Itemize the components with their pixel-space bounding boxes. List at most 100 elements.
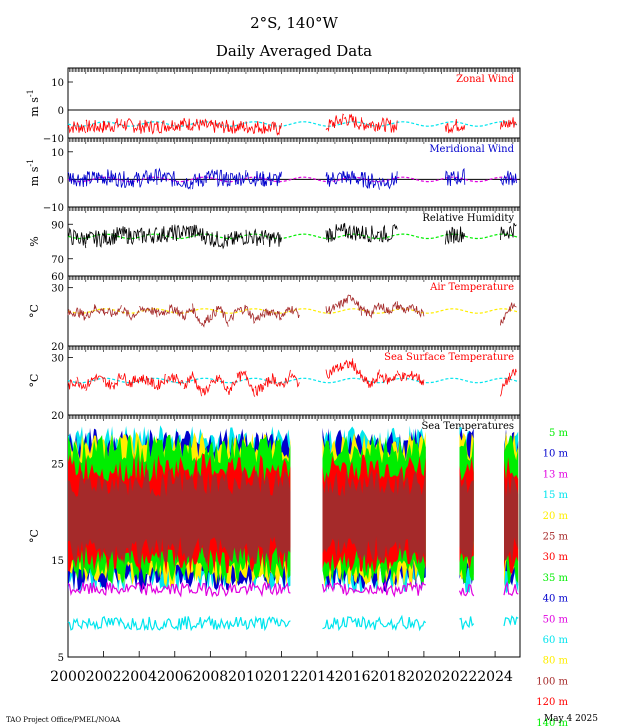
y-tick-label: 90 bbox=[51, 220, 64, 231]
y-axis-label-sup: -1 bbox=[26, 89, 35, 97]
legend-item-depth: 25 m bbox=[543, 532, 569, 543]
month-ticks bbox=[67, 346, 520, 352]
panel-air-temperature: 30 20 °C Air Temperature bbox=[28, 275, 521, 353]
y-tick-label: 25 bbox=[51, 459, 64, 470]
legend-item-depth: 10 m bbox=[543, 449, 569, 460]
x-tick-label: 2008 bbox=[193, 669, 229, 685]
date-text: May 4 2025 bbox=[544, 714, 598, 724]
panel-meridional-wind: 10 0 −10 m s-1 Meridional Wind bbox=[26, 137, 521, 214]
legend-item-depth: 20 m bbox=[543, 511, 569, 522]
y-axis-label: m s-1 bbox=[26, 89, 41, 116]
y-tick-label: 10 bbox=[51, 148, 64, 159]
temperature-band bbox=[68, 468, 291, 565]
y-tick-label: 0 bbox=[58, 106, 64, 117]
x-tick-label: 2002 bbox=[86, 669, 122, 685]
deep-temperature-line bbox=[67, 615, 291, 632]
legend-item-depth: 50 m bbox=[543, 614, 569, 625]
deep-temperature-line bbox=[503, 580, 519, 597]
y-axis-label: m s-1 bbox=[26, 159, 41, 186]
legend-item-depth: 80 m bbox=[543, 656, 569, 667]
panel-title: Relative Humidity bbox=[422, 213, 514, 224]
x-tick-label: 2020 bbox=[406, 669, 442, 685]
legend-item-depth: 100 m bbox=[536, 676, 568, 687]
y-tick-label: 30 bbox=[51, 354, 64, 365]
x-tick-label: 2024 bbox=[477, 669, 513, 685]
y-axis-label-sup: -1 bbox=[26, 159, 35, 167]
x-tick-label: 2010 bbox=[228, 669, 264, 685]
legend-item-depth: 13 m bbox=[543, 469, 569, 480]
y-tick-label: 60 bbox=[51, 272, 64, 283]
legend-item-depth: 40 m bbox=[543, 594, 569, 605]
segment bbox=[67, 425, 291, 632]
month-ticks bbox=[67, 276, 520, 282]
legend-item-depth: 30 m bbox=[543, 552, 569, 563]
y-tick-label: 30 bbox=[51, 284, 64, 295]
x-tick-label: 2022 bbox=[442, 669, 478, 685]
x-tick-label: 2018 bbox=[370, 669, 406, 685]
panels: 10 0 −10 m s-1 Zonal Wind 10 0 −10 m s-1 Meridion… bbox=[26, 67, 521, 685]
legend-item-depth: 15 m bbox=[543, 490, 569, 501]
deep-temperature-line bbox=[458, 584, 475, 597]
month-ticks bbox=[67, 415, 520, 421]
x-tick-label: 2012 bbox=[264, 669, 300, 685]
climatology-line bbox=[67, 176, 520, 183]
panel-relative-humidity: 90 70 60% Relative Humidity bbox=[28, 206, 521, 283]
y-axis-label: °C bbox=[28, 529, 41, 543]
panel-frame bbox=[67, 67, 521, 139]
y-axis-label: % bbox=[28, 236, 41, 246]
y-tick-label: −10 bbox=[43, 203, 64, 214]
x-tick-label: 2004 bbox=[121, 669, 157, 685]
deep-temperature-line bbox=[321, 580, 426, 598]
legend-item-depth: 5 m bbox=[549, 428, 569, 439]
deep-temperature-line bbox=[67, 580, 291, 598]
x-tick-label: 2000 bbox=[50, 669, 86, 685]
credit-text: TAO Project Office/PMEL/NOAA bbox=[6, 716, 121, 724]
legend-item-depth: 120 m bbox=[536, 697, 568, 708]
depth-legend: 5 m 10 m 13 m 15 m 20 m 25 m 30 m 35 m 40 m 50 m 6… bbox=[536, 428, 568, 727]
deep-temperature-line bbox=[459, 616, 475, 630]
temperature-band bbox=[322, 468, 426, 565]
deep-temperature-line bbox=[322, 614, 427, 632]
month-ticks bbox=[67, 207, 520, 213]
y-tick-label: 10 bbox=[51, 78, 64, 89]
y-tick-label: 5 bbox=[58, 653, 64, 664]
temperature-band bbox=[459, 474, 474, 563]
month-ticks bbox=[67, 68, 520, 74]
y-tick-label: 70 bbox=[51, 255, 64, 266]
series-line-sea-surface-temperature bbox=[67, 358, 517, 397]
y-tick-label: 20 bbox=[51, 342, 64, 353]
y-tick-label: 20 bbox=[51, 411, 64, 422]
climatology-line bbox=[67, 121, 520, 127]
series-line-zonal-wind bbox=[67, 113, 517, 136]
panel-title: Sea Temperatures bbox=[421, 421, 514, 432]
legend-item-depth: 140 m bbox=[536, 718, 568, 727]
y-axis-label: °C bbox=[28, 304, 41, 318]
series-line-meridional-wind bbox=[67, 167, 517, 190]
location-title: 2°S, 140°W bbox=[250, 14, 338, 32]
x-tick-label: 2014 bbox=[299, 669, 335, 685]
series-line-relative-humidity bbox=[67, 222, 517, 250]
y-tick-label: −10 bbox=[43, 134, 64, 145]
subtitle: Daily Averaged Data bbox=[216, 42, 372, 60]
panel-zonal-wind: 10 0 −10 m s-1 Zonal Wind bbox=[26, 67, 521, 145]
panel-title: Air Temperature bbox=[429, 282, 514, 293]
legend-item-depth: 35 m bbox=[543, 573, 569, 584]
y-tick-label: 15 bbox=[51, 556, 64, 567]
y-tick-label: 0 bbox=[58, 175, 64, 186]
segment bbox=[503, 429, 519, 627]
y-axis-label: °C bbox=[28, 374, 41, 388]
panel-title: Zonal Wind bbox=[456, 74, 514, 85]
temperature-band bbox=[504, 472, 519, 565]
x-tick-label: 2016 bbox=[335, 669, 371, 685]
x-tick-label: 2006 bbox=[157, 669, 193, 685]
segment bbox=[458, 427, 475, 630]
deep-temperature-line bbox=[503, 615, 519, 627]
series-line-air-temperature bbox=[67, 294, 517, 328]
segment bbox=[321, 425, 427, 632]
climatology-line bbox=[67, 377, 520, 384]
panel-title: Sea Surface Temperature bbox=[384, 352, 514, 363]
panel-title: Meridional Wind bbox=[429, 144, 514, 155]
